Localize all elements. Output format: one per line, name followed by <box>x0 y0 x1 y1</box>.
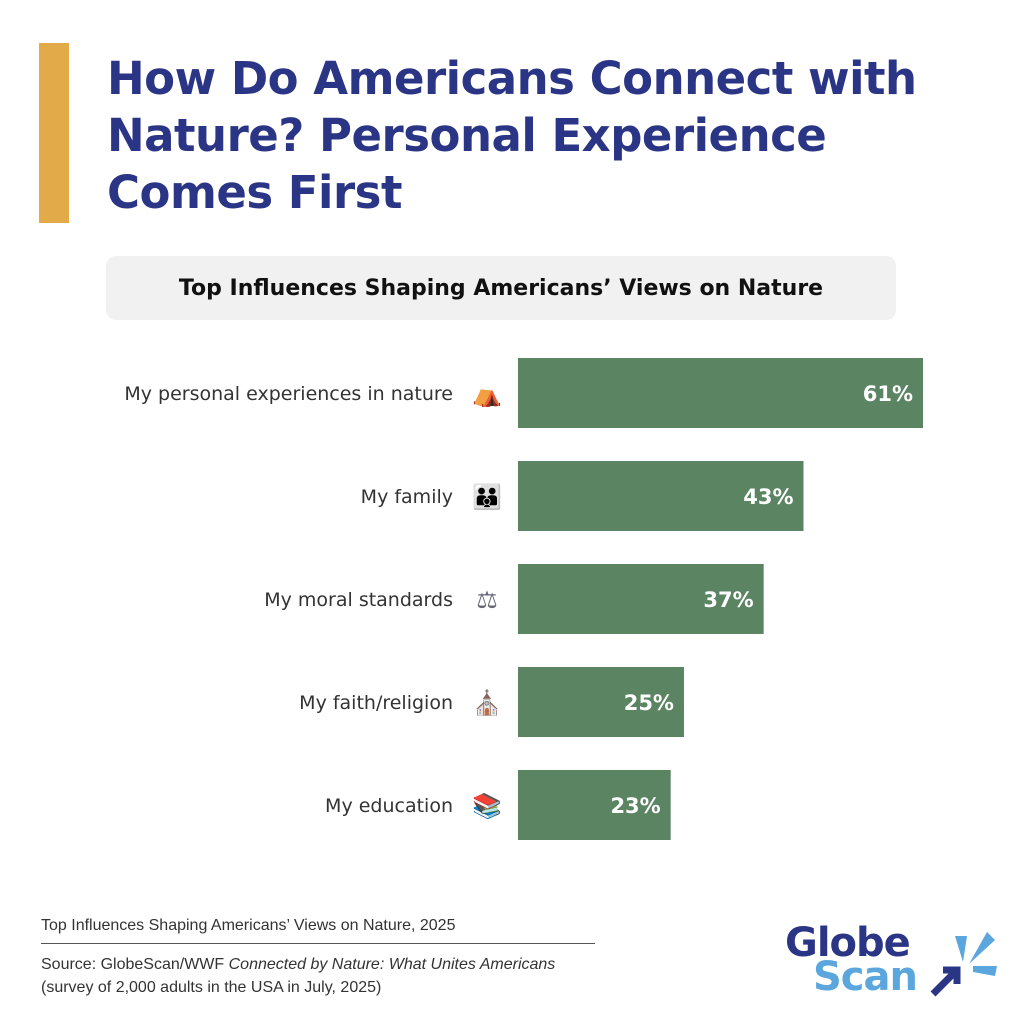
title-accent-bar <box>39 43 69 223</box>
bar <box>518 461 804 531</box>
bar-chart: 61% My personal experiences in nature ⛺ 43%… <box>124 358 923 840</box>
category-label: My moral standards <box>264 589 453 611</box>
bar-value-label: 23% <box>610 794 660 818</box>
logo-burst-icon <box>930 932 997 997</box>
category-label: My family <box>361 486 453 508</box>
family-icon: 👪 <box>472 483 502 511</box>
bar <box>518 564 764 634</box>
scales-icon: ⚖ <box>476 586 498 614</box>
books-icon: 📚 <box>472 792 502 820</box>
bar <box>518 667 684 737</box>
bar <box>518 358 923 428</box>
category-label: My personal experiences in nature <box>124 383 453 405</box>
globescan-logo: Globe Scan <box>785 920 1005 1002</box>
chart-title: Top Influences Shaping Americans’ Views … <box>106 256 896 320</box>
footer-divider <box>41 943 595 944</box>
bar-value-label: 43% <box>743 485 793 509</box>
bar-value-label: 61% <box>863 382 913 406</box>
category-label: My education <box>325 795 453 817</box>
camping-tent-icon: ⛺ <box>472 380 502 408</box>
bar <box>518 770 671 840</box>
bar-value-label: 25% <box>624 691 674 715</box>
bar-value-label: 37% <box>703 588 753 612</box>
footer-source: Source: GlobeScan/WWF Connected by Natur… <box>41 956 556 996</box>
footer-caption: Top Influences Shaping Americans’ Views … <box>41 917 456 934</box>
page-title: How Do Americans Connect with Nature? Pe… <box>107 52 917 219</box>
category-label: My faith/religion <box>299 692 453 714</box>
church-icon: ⛪ <box>472 688 502 717</box>
